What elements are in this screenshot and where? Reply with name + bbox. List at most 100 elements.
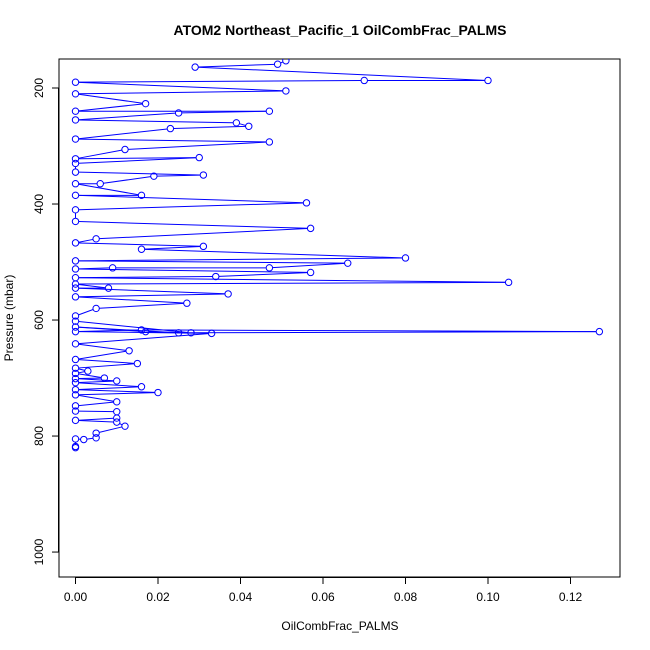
x-tick-label: 0.00	[64, 590, 88, 604]
series-segment	[78, 359, 135, 364]
series-segment	[78, 386, 139, 390]
data-point	[92, 235, 100, 243]
data-point	[71, 355, 80, 364]
series-group	[71, 59, 604, 452]
data-point	[154, 388, 162, 397]
data-point	[71, 135, 80, 143]
series-segment	[78, 309, 94, 316]
series-segment	[148, 331, 188, 334]
data-point	[71, 391, 80, 399]
series-segment	[78, 321, 188, 333]
data-point	[104, 284, 113, 292]
data-point	[71, 107, 80, 115]
series-segment	[78, 267, 110, 270]
data-point	[141, 327, 150, 336]
data-point	[71, 378, 80, 387]
data-point	[245, 122, 253, 130]
x-tick-label: 0.12	[559, 590, 583, 604]
series-segment	[78, 93, 143, 104]
data-point	[282, 59, 290, 65]
series-segment	[78, 389, 155, 393]
data-point	[121, 422, 129, 430]
data-point	[191, 63, 199, 71]
data-point	[71, 323, 80, 331]
series-segment	[78, 81, 283, 92]
series-segment	[78, 128, 168, 140]
data-point	[282, 87, 290, 95]
data-point	[207, 329, 216, 338]
series-segment	[78, 260, 345, 264]
series-segment	[78, 296, 184, 304]
x-tick-label: 0.04	[229, 590, 253, 604]
series-segment	[144, 246, 201, 250]
data-point	[265, 264, 274, 272]
data-point	[401, 254, 410, 262]
data-point	[71, 239, 80, 247]
x-tick-label: 0.06	[311, 590, 335, 604]
series-segment	[78, 401, 114, 407]
data-point	[96, 180, 104, 188]
data-point	[71, 327, 80, 336]
series-segment	[78, 183, 139, 196]
data-point	[273, 60, 282, 68]
series-segment	[78, 382, 139, 388]
series-segment	[78, 221, 308, 229]
data-point	[71, 284, 80, 292]
data-point	[306, 268, 315, 277]
series-segment	[272, 262, 345, 269]
series-segment	[78, 90, 283, 95]
data-point	[71, 385, 80, 394]
data-point	[344, 259, 352, 267]
y-tick-label: 600	[32, 310, 46, 330]
data-point	[113, 398, 121, 406]
data-point	[306, 224, 315, 233]
data-point	[71, 340, 80, 348]
data-point	[195, 153, 203, 162]
series-segment	[78, 157, 197, 160]
series-segment	[78, 157, 197, 164]
data-point	[504, 278, 513, 287]
series-segment	[78, 281, 506, 285]
series-segment	[78, 417, 114, 421]
series-segment	[173, 125, 246, 130]
data-point	[71, 293, 80, 301]
series-segment	[86, 437, 94, 440]
y-axis: 200 400 600 800 1000	[32, 78, 59, 565]
data-point	[484, 76, 492, 85]
data-point	[71, 443, 80, 452]
data-point	[71, 206, 80, 214]
series-segment	[78, 138, 267, 143]
series-segment	[78, 103, 143, 112]
data-point	[92, 429, 100, 437]
series-segment	[99, 228, 308, 240]
series-segment	[78, 333, 209, 345]
data-point	[108, 264, 117, 272]
data-point	[71, 273, 80, 282]
data-point	[113, 407, 121, 416]
data-point	[71, 435, 80, 443]
series-segment	[78, 368, 85, 371]
data-point	[199, 171, 208, 179]
series-segment	[78, 283, 106, 289]
chart-title: ATOM2 Northeast_Pacific_1 OilCombFrac_PA…	[174, 22, 507, 38]
series-segment	[78, 112, 176, 121]
series-segment	[78, 79, 362, 83]
data-point	[302, 199, 311, 207]
data-point	[113, 418, 121, 426]
data-point	[174, 329, 183, 337]
plot-area	[58, 58, 621, 578]
data-point	[174, 109, 183, 117]
data-point	[92, 304, 100, 313]
data-point	[80, 435, 88, 444]
data-point	[71, 155, 80, 163]
series-segment	[78, 350, 127, 360]
series-layer	[71, 59, 604, 452]
data-point	[71, 416, 80, 425]
data-point	[71, 265, 80, 273]
data-point	[71, 159, 80, 168]
data-point	[84, 367, 92, 375]
data-point	[265, 107, 274, 115]
y-tick-label: 200	[32, 78, 46, 98]
series-segment	[198, 66, 485, 81]
